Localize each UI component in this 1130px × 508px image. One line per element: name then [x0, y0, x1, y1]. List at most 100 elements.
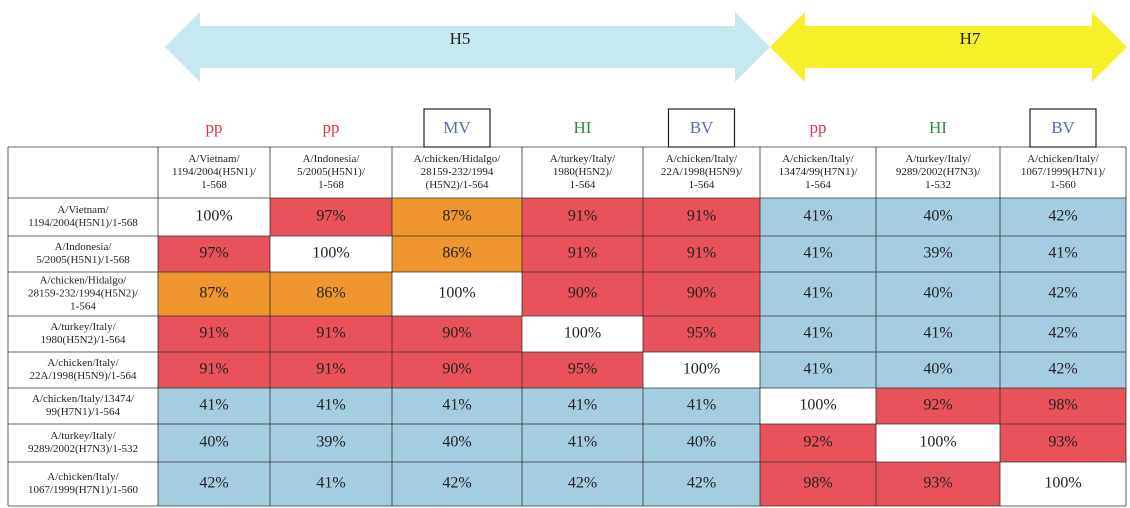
row-label: 1067/1999(H7N1)/1-560: [28, 484, 138, 496]
cell-value: 39%: [316, 434, 345, 451]
column-header: A/turkey/Italy/: [550, 153, 616, 165]
row-label: 9289/2002(H7N3)/1-532: [28, 443, 138, 455]
cell: [760, 388, 876, 424]
cell: [158, 316, 270, 352]
column-header: 1-568: [201, 179, 227, 191]
cell-value: 91%: [316, 361, 345, 378]
cell-value: 90%: [568, 285, 597, 302]
cell: [522, 388, 643, 424]
column-header: A/Indonesia/: [303, 153, 361, 165]
cell-value: 97%: [199, 245, 228, 262]
cell: [643, 198, 760, 236]
cell: [643, 236, 760, 272]
cell-value: 39%: [923, 245, 952, 262]
cell-value: 40%: [199, 434, 228, 451]
method-label: pp: [810, 118, 827, 137]
method-label: pp: [323, 118, 340, 137]
cell: [1000, 462, 1126, 506]
row-label: 28159-232/1994(H5N2)/: [28, 288, 139, 300]
row-label: 99(H7N1)/1-564: [46, 406, 120, 418]
cell-value: 41%: [803, 361, 832, 378]
column-header: 22A/1998(H5N9)/: [661, 166, 743, 178]
cell-value: 98%: [803, 475, 832, 492]
method-label: MV: [443, 118, 471, 137]
cell: [270, 388, 392, 424]
column-header: 1-564: [805, 179, 831, 191]
column-header: (H5N2)/1-564: [426, 179, 489, 191]
cell: [876, 462, 1000, 506]
cell: [270, 272, 392, 316]
cell-value: 41%: [442, 397, 471, 414]
column-header: 5/2005(H5N1)/: [297, 166, 366, 178]
cell: [876, 388, 1000, 424]
cell: [643, 388, 760, 424]
row-label: A/chicken/Italy/: [47, 471, 119, 483]
column-header: 1-560: [1050, 179, 1076, 191]
method-label: BV: [1051, 118, 1075, 137]
group-label: H5: [450, 29, 471, 48]
column-header: A/chicken/Italy/: [666, 153, 738, 165]
method-label: pp: [206, 118, 223, 137]
row-label: A/Indonesia/: [55, 241, 113, 253]
cell-value: 41%: [568, 397, 597, 414]
column-header: 1980(H5N2)/: [553, 166, 613, 178]
row-label: A/Vietnam/: [57, 204, 109, 216]
row-label: A/chicken/Hidalgo/: [40, 275, 128, 287]
cell-value: 95%: [568, 361, 597, 378]
cell-value: 100%: [1044, 475, 1081, 492]
cell: [643, 352, 760, 388]
cell: [643, 272, 760, 316]
column-header: A/chicken/Hidalgo/: [414, 153, 502, 165]
cell-value: 42%: [687, 475, 716, 492]
column-header: A/chicken/Italy/: [1027, 153, 1099, 165]
group-label: H7: [960, 29, 981, 48]
cell: [760, 198, 876, 236]
cell-value: 100%: [564, 325, 601, 342]
cell-value: 41%: [1048, 245, 1077, 262]
row-label: A/turkey/Italy/: [50, 321, 116, 333]
cell: [392, 272, 522, 316]
cell: [1000, 198, 1126, 236]
cell-value: 40%: [442, 434, 471, 451]
cell: [1000, 352, 1126, 388]
cell-value: 92%: [923, 397, 952, 414]
cell: [158, 236, 270, 272]
cell: [1000, 388, 1126, 424]
cell-value: 90%: [442, 361, 471, 378]
cell: [760, 316, 876, 352]
column-header: 1-564: [570, 179, 596, 191]
cell: [270, 198, 392, 236]
cell-value: 91%: [687, 245, 716, 262]
cell-value: 92%: [803, 434, 832, 451]
cell: [392, 424, 522, 462]
cell: [643, 424, 760, 462]
cell: [158, 352, 270, 388]
cell-value: 93%: [1048, 434, 1077, 451]
cell: [643, 462, 760, 506]
cell-value: 100%: [312, 245, 349, 262]
cell-value: 98%: [1048, 397, 1077, 414]
cell-value: 41%: [316, 397, 345, 414]
cell-value: 41%: [568, 434, 597, 451]
cell: [876, 236, 1000, 272]
cell: [522, 236, 643, 272]
cell: [876, 272, 1000, 316]
cell: [392, 462, 522, 506]
column-header: 1194/2004(H5N1)/: [172, 166, 257, 178]
cell-value: 42%: [1048, 325, 1077, 342]
cell-value: 41%: [803, 245, 832, 262]
cell-value: 42%: [442, 475, 471, 492]
cell-value: 41%: [316, 475, 345, 492]
cell-value: 41%: [199, 397, 228, 414]
cell: [876, 316, 1000, 352]
cell-value: 87%: [199, 285, 228, 302]
cell-value: 100%: [919, 434, 956, 451]
cell-value: 40%: [923, 208, 952, 225]
cell-value: 95%: [687, 325, 716, 342]
cell-value: 93%: [923, 475, 952, 492]
cell-value: 91%: [568, 208, 597, 225]
cell: [1000, 316, 1126, 352]
cell: [522, 316, 643, 352]
cell-value: 42%: [1048, 285, 1077, 302]
cell-value: 91%: [199, 361, 228, 378]
